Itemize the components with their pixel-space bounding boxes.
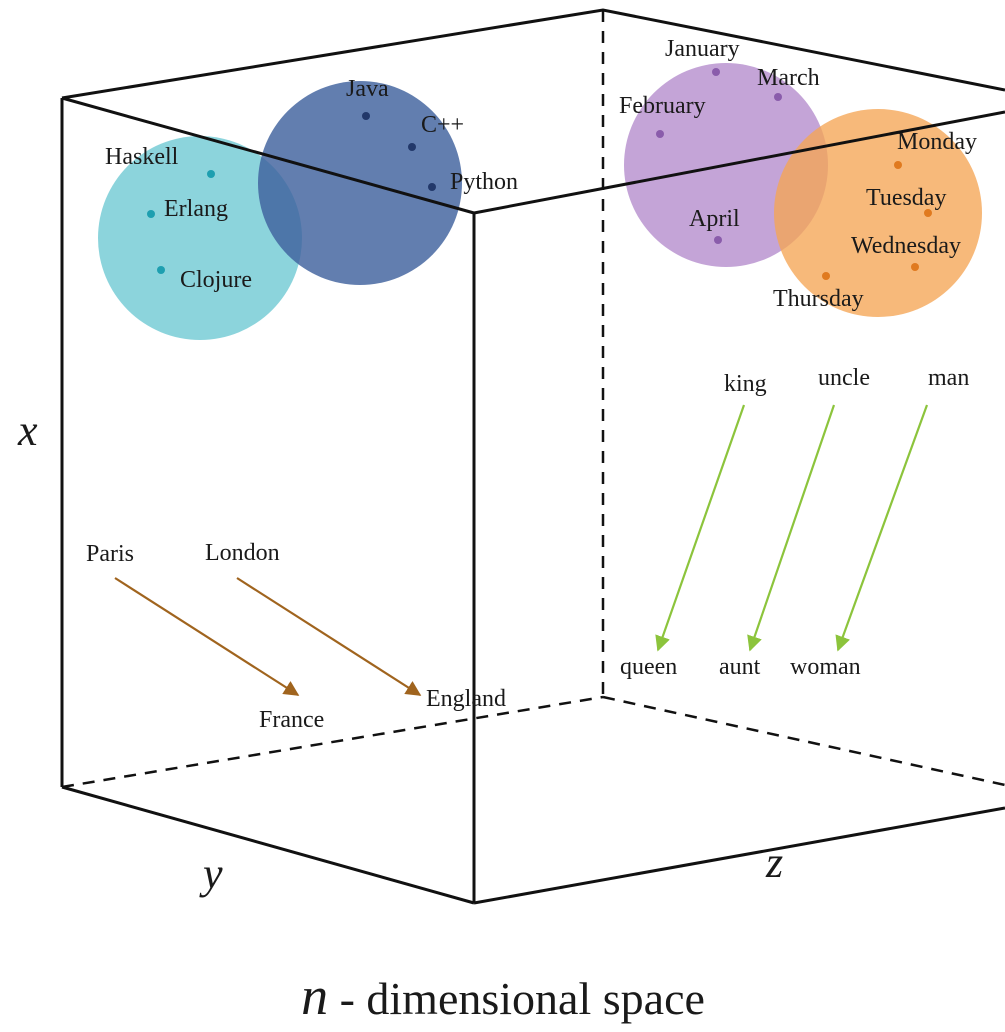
label-haskell: Haskell bbox=[105, 144, 179, 170]
arrow-man-woman bbox=[835, 404, 929, 652]
caption-text: - dimensional space bbox=[328, 973, 705, 1024]
dot-thursday bbox=[822, 272, 830, 280]
label-april: April bbox=[689, 206, 740, 232]
label-paris: Paris bbox=[86, 541, 134, 567]
dot-january bbox=[712, 68, 720, 76]
gender-arrows bbox=[655, 404, 929, 652]
cluster-labels: Haskell Erlang Clojure Java C++ Python J… bbox=[105, 36, 977, 312]
label-woman: woman bbox=[790, 654, 861, 680]
imperative-languages-cluster bbox=[258, 81, 462, 285]
top-face-edge bbox=[61, 8, 1005, 100]
cluster-dots bbox=[147, 68, 932, 280]
dot-clojure bbox=[157, 266, 165, 274]
label-king: king bbox=[724, 371, 767, 397]
dot-erlang bbox=[147, 210, 155, 218]
dot-java bbox=[362, 112, 370, 120]
label-february: February bbox=[619, 93, 706, 119]
dot-february bbox=[656, 130, 664, 138]
label-france: France bbox=[259, 707, 324, 733]
label-aunt: aunt bbox=[719, 654, 761, 680]
dot-march bbox=[774, 93, 782, 101]
arrow-paris-france bbox=[114, 577, 300, 696]
label-london: London bbox=[205, 540, 280, 566]
label-erlang: Erlang bbox=[164, 196, 228, 222]
clusters bbox=[98, 63, 982, 340]
arrow-king-queen bbox=[655, 404, 746, 652]
weekdays-cluster bbox=[774, 109, 982, 317]
label-tuesday: Tuesday bbox=[866, 185, 946, 211]
dot-cpp bbox=[408, 143, 416, 151]
bottom-left-edge bbox=[61, 785, 475, 905]
dot-monday bbox=[894, 161, 902, 169]
axis-label-x: x bbox=[17, 406, 38, 455]
relation-labels: Paris London France England king uncle m… bbox=[86, 365, 969, 733]
axis-labels: x y z bbox=[17, 406, 783, 898]
dot-tuesday bbox=[924, 209, 932, 217]
bottom-right-edge bbox=[473, 806, 1005, 905]
label-python: Python bbox=[450, 169, 518, 195]
functional-languages-cluster bbox=[98, 136, 302, 340]
dot-wednesday bbox=[911, 263, 919, 271]
label-england: England bbox=[426, 686, 506, 712]
dot-haskell bbox=[207, 170, 215, 178]
capital-arrows bbox=[114, 577, 422, 696]
label-wednesday: Wednesday bbox=[851, 233, 961, 259]
caption: n - dimensional space bbox=[301, 966, 705, 1026]
hidden-edge-bottom-right bbox=[602, 695, 1005, 787]
hidden-edge-bottom-left bbox=[61, 695, 604, 789]
label-clojure: Clojure bbox=[180, 267, 252, 293]
cube-edges bbox=[60, 8, 1005, 905]
label-cpp: C++ bbox=[421, 112, 464, 138]
label-monday: Monday bbox=[897, 129, 977, 155]
front-top-right-edge bbox=[473, 110, 1005, 215]
label-thursday: Thursday bbox=[773, 286, 864, 312]
hidden-edges bbox=[61, 10, 1005, 789]
axis-label-y: y bbox=[199, 849, 223, 898]
label-january: January bbox=[665, 36, 740, 62]
label-man: man bbox=[928, 365, 969, 391]
label-java: Java bbox=[346, 76, 389, 102]
dot-python bbox=[428, 183, 436, 191]
caption-variable: n bbox=[301, 966, 328, 1026]
front-top-left-edge bbox=[61, 96, 475, 215]
label-queen: queen bbox=[620, 654, 677, 680]
dot-april bbox=[714, 236, 722, 244]
arrow-london-england bbox=[236, 577, 422, 696]
label-uncle: uncle bbox=[818, 365, 870, 391]
label-march: March bbox=[757, 65, 820, 91]
arrow-uncle-aunt bbox=[747, 404, 836, 652]
axis-label-z: z bbox=[765, 838, 783, 887]
